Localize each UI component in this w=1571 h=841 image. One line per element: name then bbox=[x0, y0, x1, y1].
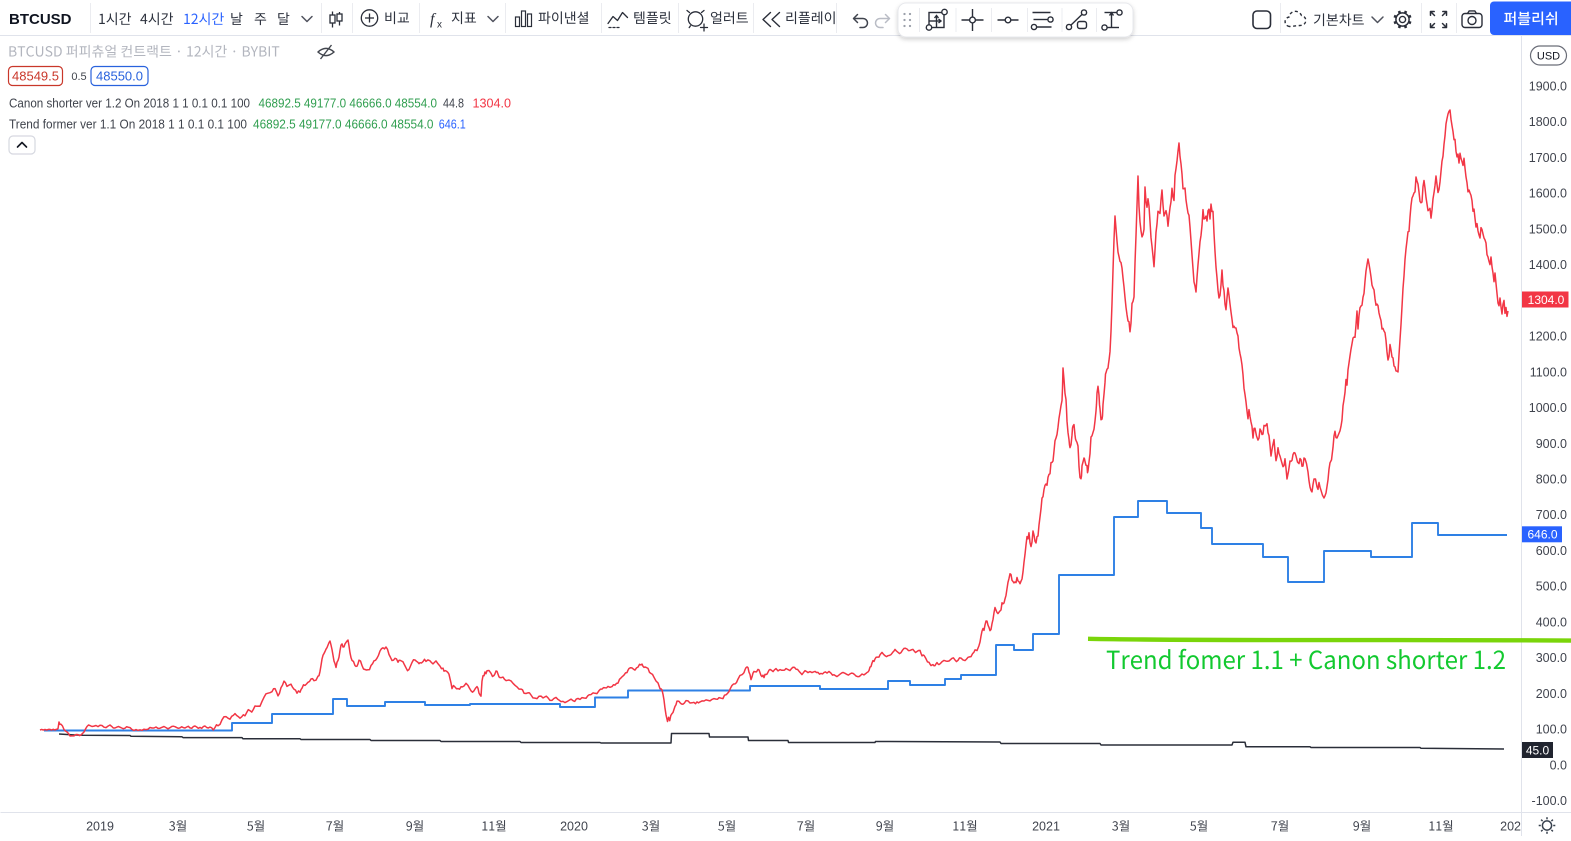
svg-text:BTCUSD: BTCUSD bbox=[9, 11, 72, 28]
svg-text:46892.5 49177.0 46666.0 48554.: 46892.5 49177.0 46666.0 48554.0 bbox=[253, 117, 434, 132]
svg-text:48550.0: 48550.0 bbox=[96, 69, 143, 84]
svg-text:1100.0: 1100.0 bbox=[1530, 365, 1567, 379]
svg-text:900.0: 900.0 bbox=[1536, 437, 1567, 451]
svg-text:1800.0: 1800.0 bbox=[1529, 115, 1567, 129]
svg-text:0.5: 0.5 bbox=[71, 71, 86, 83]
svg-text:200.0: 200.0 bbox=[1536, 687, 1567, 701]
svg-text:800.0: 800.0 bbox=[1536, 473, 1567, 487]
svg-text:400.0: 400.0 bbox=[1536, 615, 1567, 629]
svg-text:46892.5 49177.0 46666.0 48554.: 46892.5 49177.0 46666.0 48554.0 bbox=[259, 96, 438, 111]
svg-text:f: f bbox=[430, 11, 437, 28]
svg-text:1200.0: 1200.0 bbox=[1529, 330, 1567, 344]
svg-text:1400.0: 1400.0 bbox=[1529, 258, 1567, 272]
svg-text:2021: 2021 bbox=[1032, 820, 1060, 834]
svg-text:0.0: 0.0 bbox=[1550, 758, 1567, 772]
svg-text:1304.0: 1304.0 bbox=[473, 96, 512, 111]
svg-text:44.8: 44.8 bbox=[443, 96, 464, 111]
svg-text:USD: USD bbox=[1537, 51, 1560, 63]
svg-text:Canon shorter ver 1.2 On 2018: Canon shorter ver 1.2 On 2018 1 1 0.1 0.… bbox=[9, 96, 250, 111]
svg-text:700.0: 700.0 bbox=[1536, 508, 1567, 522]
svg-text:1500.0: 1500.0 bbox=[1529, 222, 1567, 236]
svg-text:1600.0: 1600.0 bbox=[1529, 187, 1567, 201]
svg-text:202: 202 bbox=[1500, 820, 1521, 834]
svg-text:646.0: 646.0 bbox=[1527, 528, 1557, 542]
svg-text:-100.0: -100.0 bbox=[1532, 794, 1567, 808]
svg-text:x: x bbox=[437, 20, 442, 31]
svg-text:45.0: 45.0 bbox=[1526, 743, 1550, 757]
svg-text:500.0: 500.0 bbox=[1536, 580, 1567, 594]
svg-text:1900.0: 1900.0 bbox=[1529, 80, 1567, 94]
svg-text:1000.0: 1000.0 bbox=[1529, 401, 1567, 415]
svg-text:600.0: 600.0 bbox=[1536, 544, 1567, 558]
svg-text:1304.0: 1304.0 bbox=[1528, 293, 1565, 307]
svg-text:2019: 2019 bbox=[86, 820, 114, 834]
svg-text:48549.5: 48549.5 bbox=[12, 69, 59, 84]
svg-text:Trend former ver 1.1 On 2018 1: Trend former ver 1.1 On 2018 1 1 0.1 0.1… bbox=[9, 117, 247, 132]
svg-text:2020: 2020 bbox=[560, 820, 588, 834]
svg-text:300.0: 300.0 bbox=[1536, 651, 1567, 665]
svg-text:1700.0: 1700.0 bbox=[1529, 151, 1567, 165]
svg-text:100.0: 100.0 bbox=[1536, 723, 1567, 737]
svg-text:646.1: 646.1 bbox=[439, 117, 466, 132]
